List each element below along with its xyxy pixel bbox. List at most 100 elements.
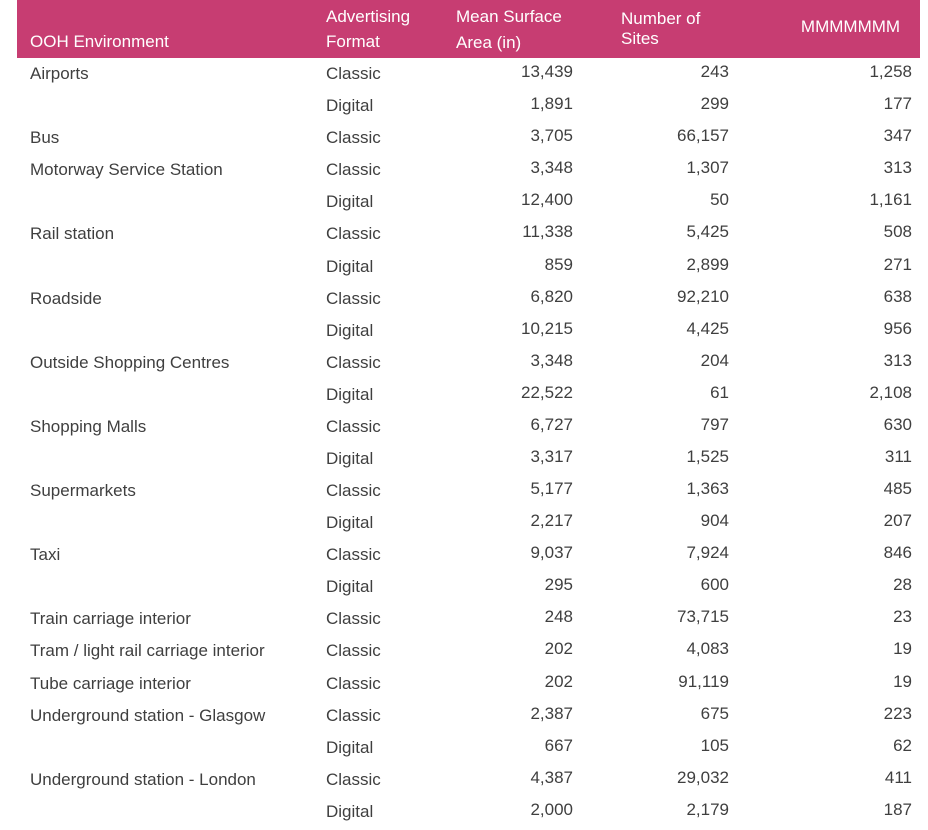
cell-mean-surface-area: 3,317 xyxy=(530,446,573,466)
cell-mmmmmmm: 19 xyxy=(893,671,912,691)
cell-advertising-format: Classic xyxy=(326,545,381,565)
cell-mean-surface-area: 1,891 xyxy=(530,94,573,114)
cell-advertising-format: Digital xyxy=(326,513,374,533)
cell-mean-surface-area: 10,215 xyxy=(521,318,573,338)
cell-advertising-format: Classic xyxy=(326,128,381,148)
cell-advertising-format: Classic xyxy=(326,609,381,629)
table-row: Digital 295 600 28 xyxy=(17,571,920,603)
cell-ooh-environment: Motorway Service Station xyxy=(30,160,223,180)
cell-mean-surface-area: 3,705 xyxy=(530,126,573,146)
cell-advertising-format: Classic xyxy=(326,416,381,436)
cell-number-of-sites: 600 xyxy=(700,575,729,595)
cell-ooh-environment: Train carriage interior xyxy=(30,609,191,629)
cell-mean-surface-area: 5,177 xyxy=(530,479,573,499)
table-row: Outside Shopping Centres Classic 3,348 2… xyxy=(17,347,920,379)
cell-mmmmmmm: 313 xyxy=(883,158,912,178)
cell-number-of-sites: 1,525 xyxy=(686,446,729,466)
table-row: Roadside Classic 6,820 92,210 638 xyxy=(17,283,920,315)
cell-mean-surface-area: 2,000 xyxy=(530,799,573,819)
cell-mmmmmmm: 411 xyxy=(884,767,912,787)
cell-advertising-format: Classic xyxy=(326,705,381,725)
cell-number-of-sites: 61 xyxy=(710,382,729,402)
cell-advertising-format: Classic xyxy=(326,481,381,501)
table-row: Digital 859 2,899 271 xyxy=(17,250,920,282)
col-header-advertising-format: Advertising Format xyxy=(326,7,411,51)
cell-mean-surface-area: 2,387 xyxy=(530,703,573,723)
cell-mean-surface-area: 11,338 xyxy=(522,222,573,242)
cell-ooh-environment: Supermarkets xyxy=(30,481,136,501)
cell-ooh-environment: Underground station - Glasgow xyxy=(30,705,266,725)
cell-ooh-environment: Airports xyxy=(30,64,89,84)
cell-mmmmmmm: 223 xyxy=(883,703,912,723)
cell-number-of-sites: 4,083 xyxy=(686,639,729,659)
cell-mean-surface-area: 295 xyxy=(544,575,573,595)
cell-advertising-format: Digital xyxy=(326,96,374,116)
cell-number-of-sites: 797 xyxy=(700,414,729,434)
col-header-ooh-environment: OOH Environment xyxy=(30,32,169,51)
cell-number-of-sites: 92,210 xyxy=(677,286,729,306)
table-row: Motorway Service Station Classic 3,348 1… xyxy=(17,154,920,186)
ooh-environments-table: OOH Environment Advertising Format Mean … xyxy=(17,0,920,828)
cell-mmmmmmm: 956 xyxy=(883,318,912,338)
cell-number-of-sites: 1,363 xyxy=(686,479,729,499)
cell-mmmmmmm: 23 xyxy=(893,607,912,627)
cell-number-of-sites: 2,179 xyxy=(686,799,729,819)
cell-mean-surface-area: 4,387 xyxy=(530,767,573,787)
table-row: Supermarkets Classic 5,177 1,363 485 xyxy=(17,475,920,507)
cell-number-of-sites: 7,924 xyxy=(686,543,729,563)
cell-ooh-environment: Tube carriage interior xyxy=(30,673,191,693)
table-row: Digital 22,522 61 2,108 xyxy=(17,379,920,411)
cell-number-of-sites: 91,119 xyxy=(678,671,729,691)
cell-mean-surface-area: 13,439 xyxy=(521,62,573,82)
cell-mmmmmmm: 62 xyxy=(893,735,912,755)
cell-advertising-format: Classic xyxy=(326,769,381,789)
cell-advertising-format: Digital xyxy=(326,737,374,757)
cell-mmmmmmm: 19 xyxy=(893,639,912,659)
table-row: Tube carriage interior Classic 202 91,11… xyxy=(17,667,920,699)
cell-advertising-format: Digital xyxy=(326,577,374,597)
table-header-row: OOH Environment Advertising Format Mean … xyxy=(17,0,920,58)
cell-mmmmmmm: 1,258 xyxy=(869,62,912,82)
cell-ooh-environment: Outside Shopping Centres xyxy=(30,352,230,372)
cell-mmmmmmm: 271 xyxy=(883,254,912,274)
cell-advertising-format: Digital xyxy=(326,448,374,468)
cell-mmmmmmm: 638 xyxy=(883,286,912,306)
cell-mmmmmmm: 630 xyxy=(883,414,912,434)
cell-ooh-environment: Taxi xyxy=(30,545,61,565)
table-row: Tram / light rail carriage interior Clas… xyxy=(17,635,920,667)
cell-mean-surface-area: 667 xyxy=(544,735,573,755)
cell-ooh-environment: Roadside xyxy=(30,288,102,308)
cell-mean-surface-area: 12,400 xyxy=(521,190,573,210)
cell-number-of-sites: 2,899 xyxy=(686,254,729,274)
col-header-mean-surface-area: Mean Surface Area (in) xyxy=(456,7,562,52)
cell-mean-surface-area: 248 xyxy=(544,607,573,627)
cell-number-of-sites: 73,715 xyxy=(677,607,729,627)
cell-mmmmmmm: 1,161 xyxy=(869,190,912,210)
cell-advertising-format: Digital xyxy=(326,320,374,340)
cell-mmmmmmm: 2,108 xyxy=(869,382,912,402)
cell-mmmmmmm: 485 xyxy=(883,479,912,499)
cell-mean-surface-area: 9,037 xyxy=(530,543,573,563)
cell-mean-surface-area: 202 xyxy=(544,639,573,659)
cell-mmmmmmm: 207 xyxy=(883,511,912,531)
table-row: Digital 2,217 904 207 xyxy=(17,507,920,539)
table-row: Shopping Malls Classic 6,727 797 630 xyxy=(17,411,920,443)
cell-mmmmmmm: 311 xyxy=(884,446,912,466)
cell-advertising-format: Classic xyxy=(326,64,381,84)
cell-mmmmmmm: 28 xyxy=(893,575,912,595)
cell-ooh-environment: Rail station xyxy=(30,224,115,244)
cell-number-of-sites: 66,157 xyxy=(677,126,729,146)
cell-mean-surface-area: 3,348 xyxy=(530,158,573,178)
cell-advertising-format: Classic xyxy=(326,224,381,244)
cell-mmmmmmm: 846 xyxy=(883,543,912,563)
cell-mean-surface-area: 6,820 xyxy=(530,286,573,306)
cell-advertising-format: Classic xyxy=(326,288,381,308)
cell-mmmmmmm: 347 xyxy=(883,126,912,146)
table-row: Airports Classic 13,439 243 1,258 xyxy=(17,58,920,90)
table-row: Digital 3,317 1,525 311 xyxy=(17,443,920,475)
cell-mean-surface-area: 22,522 xyxy=(521,382,573,402)
cell-ooh-environment: Tram / light rail carriage interior xyxy=(30,641,265,661)
cell-ooh-environment: Shopping Malls xyxy=(30,416,147,436)
cell-advertising-format: Digital xyxy=(326,192,374,212)
